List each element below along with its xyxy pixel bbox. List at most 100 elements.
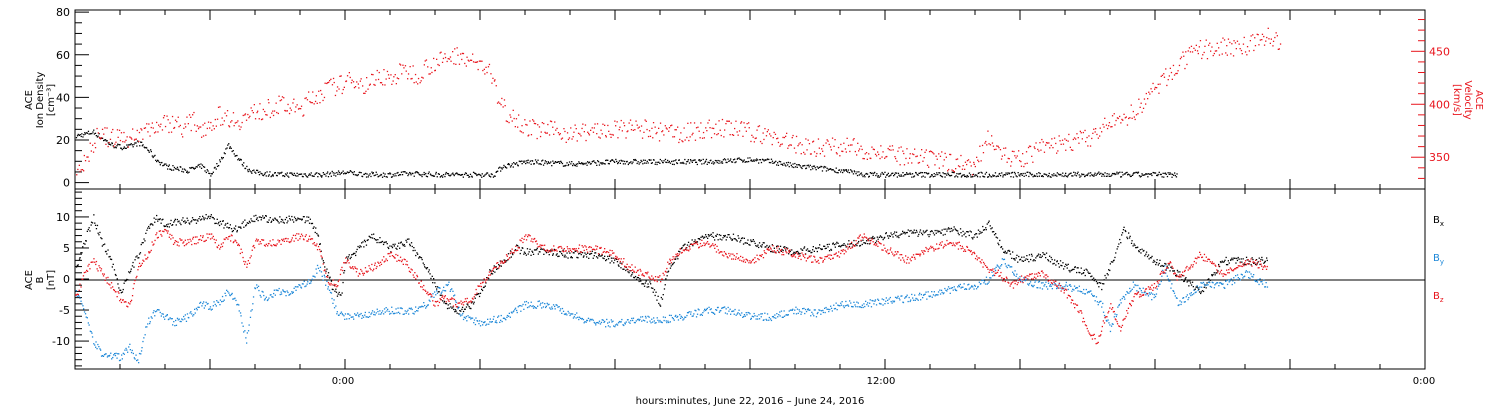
velocity-point [985, 140, 987, 143]
velocity-point [1120, 122, 1122, 124]
velocity-point [407, 73, 410, 75]
density-point [1120, 176, 1122, 178]
bx-point [1255, 259, 1258, 261]
by-point [882, 304, 884, 306]
by-point [112, 356, 114, 359]
bx-point [432, 282, 434, 284]
by-point [1122, 295, 1124, 298]
density-point [104, 139, 106, 141]
density-point [840, 171, 842, 173]
by-point [584, 321, 586, 323]
by-point [390, 312, 392, 315]
velocity-point [298, 107, 300, 110]
bx-point [1049, 255, 1051, 257]
velocity-point [537, 124, 539, 126]
bx-point [807, 250, 809, 252]
velocity-point [467, 59, 469, 61]
bx-point [922, 230, 925, 232]
bx-point [1215, 272, 1217, 274]
bx-point [134, 259, 136, 261]
density-point [568, 161, 571, 163]
bx-point [780, 250, 782, 252]
bx-point [728, 234, 730, 236]
density-point [256, 169, 258, 171]
by-point [991, 271, 993, 273]
velocity-point [1157, 83, 1159, 85]
density-point [109, 143, 111, 145]
by-point [418, 306, 420, 308]
velocity-point [866, 158, 868, 160]
velocity-point [689, 136, 691, 138]
density-point [295, 175, 297, 177]
density-point [321, 176, 323, 178]
by-point [282, 289, 284, 291]
velocity-point [252, 112, 254, 114]
by-point [421, 305, 423, 307]
density-point [775, 160, 777, 162]
velocity-point [373, 83, 375, 86]
bx-point [692, 245, 694, 247]
bx-point [830, 248, 832, 251]
bx-point [1175, 275, 1177, 277]
by-point [734, 308, 736, 311]
density-point [770, 162, 772, 164]
density-point [94, 132, 97, 134]
bx-point [877, 238, 879, 240]
bx-point [1254, 263, 1257, 266]
bx-point [812, 249, 814, 251]
by-point [845, 300, 847, 303]
by-point [181, 318, 183, 320]
bx-point [587, 252, 589, 254]
bx-point [481, 289, 484, 292]
velocity-point [1099, 127, 1101, 129]
by-point [152, 312, 154, 314]
by-point [1065, 281, 1067, 284]
density-point [191, 166, 193, 169]
bx-point [494, 271, 496, 273]
velocity-point [1149, 93, 1151, 95]
bx-point [468, 306, 470, 308]
density-point [340, 172, 342, 174]
density-point [655, 161, 657, 163]
bx-point [287, 220, 289, 222]
bx-point [770, 250, 773, 253]
by-point [261, 290, 263, 293]
velocity-point [1045, 142, 1048, 144]
bx-point [1134, 244, 1136, 247]
by-point [427, 304, 429, 306]
density-point [509, 166, 512, 168]
by-point [807, 309, 809, 311]
by-point [412, 312, 414, 314]
bx-point [971, 237, 973, 239]
by-point [590, 319, 592, 321]
velocity-point [94, 142, 96, 144]
bx-point [605, 259, 607, 262]
bx-point [1209, 279, 1212, 281]
density-point [1051, 174, 1053, 176]
velocity-point [411, 77, 413, 80]
density-point [698, 159, 700, 161]
velocity-point [377, 78, 380, 81]
by-point [665, 320, 667, 322]
density-point [626, 160, 628, 163]
bx-point [289, 219, 292, 221]
velocity-point [890, 149, 892, 151]
velocity-point [754, 137, 756, 140]
bx-point [1219, 261, 1222, 263]
bx-point [1183, 280, 1185, 283]
by-point [793, 312, 795, 315]
velocity-point [205, 134, 207, 136]
velocity-point [109, 138, 112, 140]
bx-point [1021, 256, 1023, 258]
density-point [463, 173, 466, 176]
density-point [617, 161, 619, 164]
density-point [792, 163, 794, 165]
by-point [145, 326, 147, 328]
bx-point [974, 234, 976, 236]
density-point [915, 172, 917, 174]
bx-point [455, 310, 457, 312]
velocity-point [312, 91, 314, 93]
by-point [939, 293, 942, 295]
velocity-point [763, 138, 765, 141]
by-point [445, 284, 447, 286]
